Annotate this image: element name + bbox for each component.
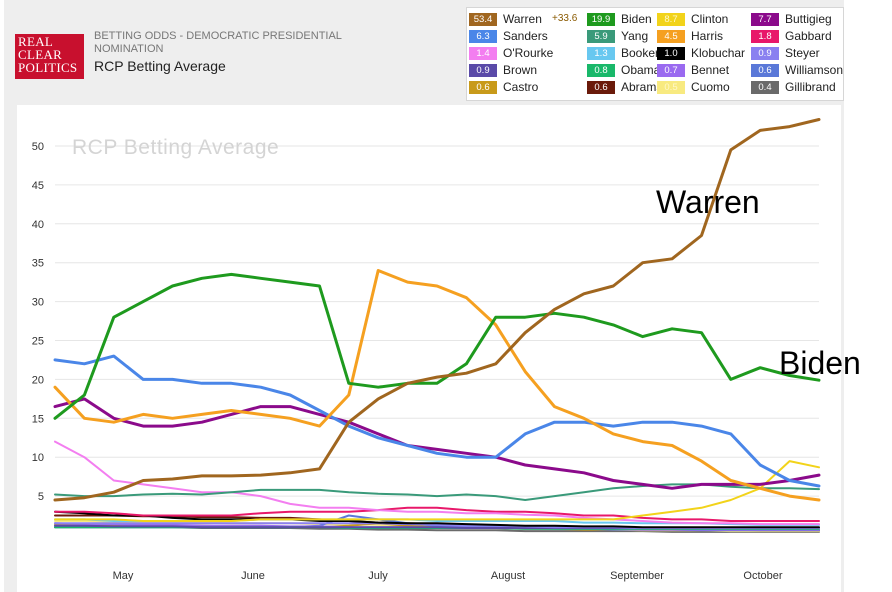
series-line-harris bbox=[53, 269, 821, 502]
legend-value-badge: 1.8 bbox=[751, 30, 779, 43]
chart-title: RCP Betting Average bbox=[72, 136, 279, 159]
legend-label: Klobuchar bbox=[691, 46, 746, 60]
y-tick-label: 35 bbox=[32, 258, 44, 270]
x-tick-label-june: June bbox=[241, 570, 265, 582]
page-title: RCP Betting Average bbox=[94, 58, 226, 74]
legend-value-badge: 0.9 bbox=[469, 64, 497, 77]
x-tick-label-may: May bbox=[113, 570, 134, 582]
legend-value-badge: 8.7 bbox=[657, 13, 685, 26]
series-line-clinton bbox=[54, 460, 820, 522]
y-tick-label: 30 bbox=[32, 297, 44, 309]
y-tick-label: 15 bbox=[32, 413, 44, 425]
logo-line-2: CLEAR bbox=[18, 47, 63, 62]
series-line-warren bbox=[53, 118, 821, 502]
x-tick-label-august: August bbox=[491, 570, 525, 582]
series-line-biden bbox=[53, 272, 821, 420]
legend-label: Bennet bbox=[691, 63, 730, 77]
legend-value-badge: 0.7 bbox=[657, 64, 685, 77]
series-line-gabbard bbox=[54, 506, 820, 522]
logo-line-1: REAL bbox=[18, 34, 54, 49]
legend-value-badge: 5.9 bbox=[587, 30, 615, 43]
series-line-buttigieg bbox=[53, 397, 821, 490]
legend-value-badge: 6.3 bbox=[469, 30, 497, 43]
legend-label: Castro bbox=[503, 80, 539, 94]
legend-value-badge: 0.4 bbox=[751, 81, 779, 94]
logo-line-3: POLITICS bbox=[18, 60, 78, 75]
y-tick-label: 20 bbox=[32, 374, 44, 386]
legend-value-badge: 7.7 bbox=[751, 13, 779, 26]
legend-value-badge: 0.8 bbox=[587, 64, 615, 77]
legend-label: Yang bbox=[621, 29, 649, 43]
warren-annotation: Warren bbox=[656, 184, 760, 220]
legend-label: Abrams bbox=[621, 80, 663, 94]
legend-value-badge: 0.6 bbox=[587, 81, 615, 94]
legend-label: Harris bbox=[691, 29, 723, 43]
y-tick-label: 50 bbox=[32, 141, 44, 153]
legend-value-badge: 0.9 bbox=[751, 47, 779, 60]
chart-legend: 53.4 Warren +33.6 19.9 Biden 8.7 Clinton 7.7 But… bbox=[466, 7, 844, 101]
y-tick-label: 25 bbox=[32, 336, 44, 348]
legend-label: Gabbard bbox=[785, 29, 832, 43]
rcp-logo[interactable]: REAL CLEAR POLITICS bbox=[15, 34, 84, 79]
legend-label: Buttigieg bbox=[785, 12, 832, 26]
x-tick-label-september: September bbox=[610, 570, 664, 582]
legend-label: Cuomo bbox=[691, 80, 730, 94]
legend-value-badge: 1.4 bbox=[469, 47, 497, 60]
legend-label: Warren bbox=[503, 12, 542, 26]
legend-label: Williamson bbox=[785, 63, 844, 77]
series-line-sanders bbox=[53, 354, 821, 488]
y-tick-label: 5 bbox=[38, 491, 44, 503]
legend-value-badge: 1.3 bbox=[587, 47, 615, 60]
biden-annotation: Biden bbox=[779, 345, 861, 381]
legend-value-badge: 19.9 bbox=[587, 13, 615, 26]
series-line-yang bbox=[54, 483, 820, 501]
legend-label: Booker bbox=[621, 46, 660, 60]
legend-label: Clinton bbox=[691, 12, 729, 26]
y-tick-label: 45 bbox=[32, 180, 44, 192]
legend-label: Obama bbox=[621, 63, 661, 77]
legend-label: Steyer bbox=[785, 46, 820, 60]
legend-label: O'Rourke bbox=[503, 46, 554, 60]
legend-value-badge: 0.6 bbox=[469, 81, 497, 94]
legend-value-badge: 4.5 bbox=[657, 30, 685, 43]
legend-value-badge: 53.4 bbox=[469, 13, 497, 26]
y-tick-label: 40 bbox=[32, 219, 44, 231]
legend-label: Brown bbox=[503, 63, 538, 77]
legend-value-badge: 0.6 bbox=[751, 64, 779, 77]
y-tick-label: 10 bbox=[32, 452, 44, 464]
legend-value-badge: 1.0 bbox=[657, 47, 685, 60]
x-tick-label-july: July bbox=[368, 570, 388, 582]
legend-label: Gillibrand bbox=[785, 80, 836, 94]
series-line-klobuchar bbox=[54, 510, 820, 529]
legend-label: Biden bbox=[621, 12, 652, 26]
legend-change: +33.6 bbox=[552, 13, 578, 24]
series-line-orourke bbox=[54, 440, 820, 526]
x-tick-label-october: October bbox=[743, 570, 782, 582]
legend-value-badge: 0.5 bbox=[657, 81, 685, 94]
page-kicker: BETTING ODDS - DEMOCRATIC PRESIDENTIAL N… bbox=[94, 30, 342, 55]
legend-label: Sanders bbox=[503, 29, 548, 43]
